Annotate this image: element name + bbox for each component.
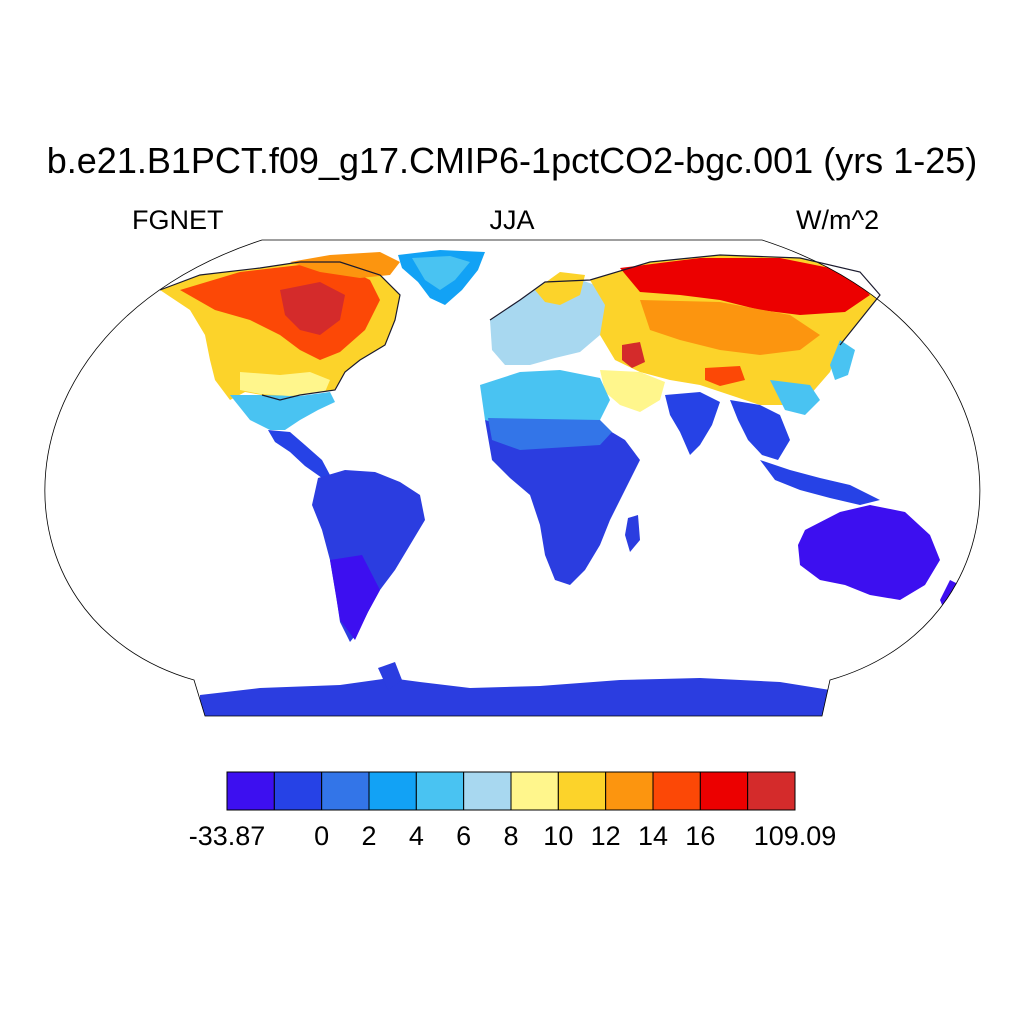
colorbar-tick-label: 109.09: [754, 821, 837, 851]
india-land: [665, 392, 720, 455]
north-america-south: [230, 392, 335, 430]
antarctica-land: [200, 678, 830, 716]
antarctic-peninsula: [378, 662, 402, 690]
madagascar: [625, 515, 640, 552]
colorbar-box: [226, 771, 275, 811]
europe-land: [490, 276, 610, 365]
colorbar-tick-label: 14: [638, 821, 668, 851]
colorbar-box: [652, 771, 701, 811]
south-america-south: [330, 555, 380, 640]
colorbar-box: [557, 771, 607, 811]
colorbar-tick-label: 10: [543, 821, 573, 851]
colorbar-box: [273, 771, 323, 811]
japan: [830, 340, 855, 380]
colorbar-box: [699, 771, 749, 811]
colorbar-box: [415, 771, 465, 811]
southeast-asia: [730, 400, 790, 460]
colorbar-tick-label: -33.87: [189, 821, 266, 851]
plot-title: b.e21.B1PCT.f09_g17.CMIP6-1pctCO2-bgc.00…: [46, 140, 978, 181]
middle-east: [600, 370, 665, 412]
colorbar-box: [463, 771, 512, 811]
maritime-continent: [760, 460, 880, 505]
arctic-islands: [290, 252, 400, 278]
units-label: W/m^2: [796, 205, 880, 235]
tibet-plateau: [705, 366, 745, 386]
coastline-eurasia: [489, 254, 881, 346]
variable-label: FGNET: [132, 205, 224, 235]
central-asia: [640, 300, 820, 355]
sahel-band: [488, 418, 612, 450]
season-label: JJA: [489, 205, 535, 235]
coastline-north-america: [159, 261, 401, 401]
colorbar-tick-label: 4: [409, 821, 424, 851]
colorbar-box: [605, 771, 654, 811]
colorbar-tick-label: 16: [685, 821, 715, 851]
siberia: [620, 258, 870, 315]
map-boundary: [44, 239, 981, 717]
australia-land: [798, 505, 940, 600]
colorbar-box: [321, 771, 370, 811]
colorbar-tick-label: 6: [456, 821, 471, 851]
colorbar-box: [747, 771, 796, 811]
colorbar-tick-label: 12: [591, 821, 621, 851]
central-america-land: [268, 430, 330, 478]
colorbar-box: [510, 771, 559, 811]
greenland-interior: [412, 256, 470, 290]
colorbar-tick-label: 2: [361, 821, 376, 851]
colorbar-box: [368, 771, 417, 811]
hudson-area: [280, 282, 345, 335]
colorbar-tick-label: 8: [503, 821, 518, 851]
north-africa: [480, 370, 610, 432]
east-asia-coast: [770, 380, 820, 415]
africa-land: [485, 420, 640, 585]
colorbar-tick-label: 0: [314, 821, 329, 851]
usa-south: [240, 372, 330, 396]
caspian-area: [622, 342, 645, 368]
